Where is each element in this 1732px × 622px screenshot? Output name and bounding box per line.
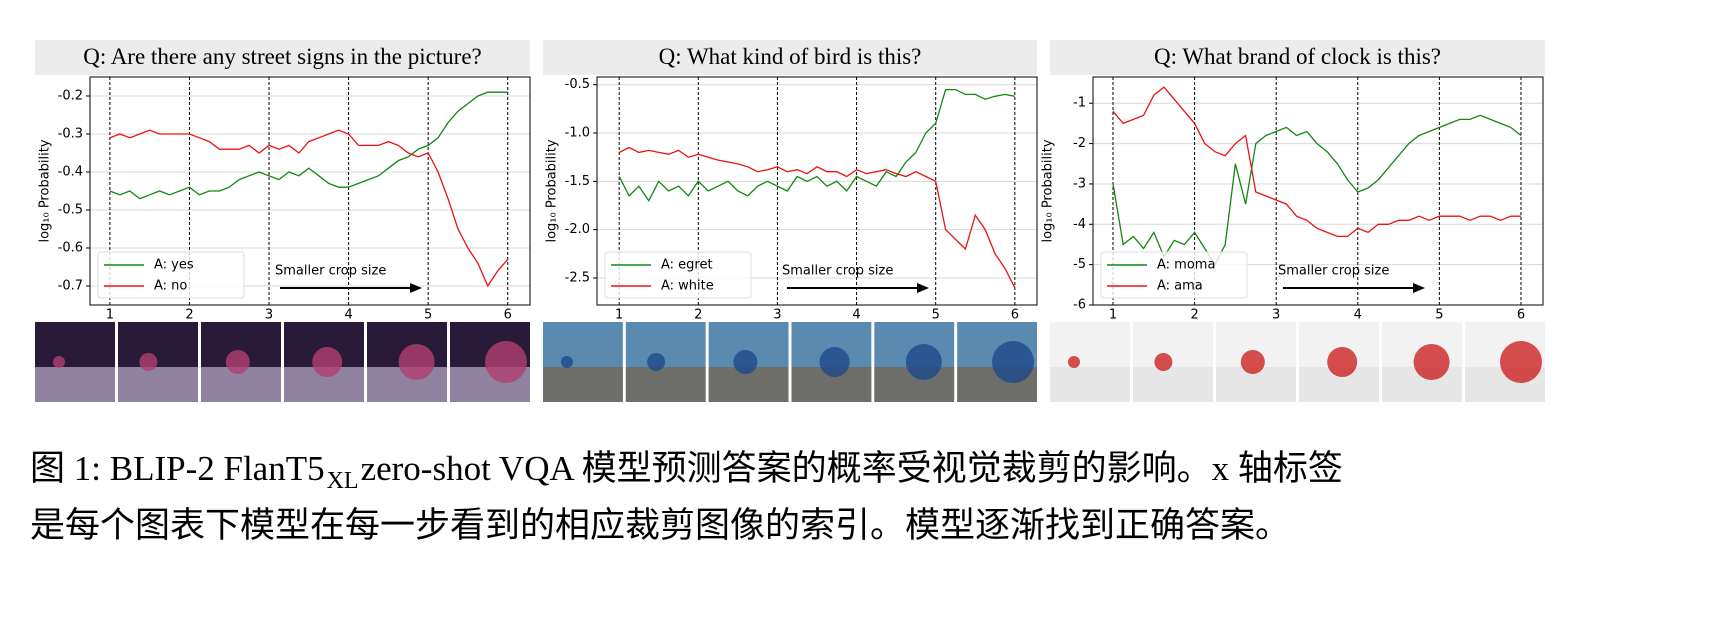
x-tick-label: 1: [615, 308, 623, 323]
x-tick-label: 6: [1011, 308, 1019, 323]
y-axis-label: log₁₀ Probability: [545, 139, 560, 242]
y-tick-label: -6: [1073, 298, 1086, 313]
y-tick-label: -1.0: [565, 126, 590, 141]
caption-prefix: 图 1: BLIP-2 FlanT5: [30, 449, 325, 488]
thumbnail-detail: [1413, 344, 1450, 380]
plot-frame: [1092, 76, 1544, 306]
y-axis-label: log₁₀ Probability: [1041, 139, 1056, 242]
title-box: [35, 40, 530, 75]
annotation: Smaller crop size: [1278, 264, 1389, 279]
x-tick-label: 2: [185, 308, 193, 323]
y-tick-label: -5: [1073, 257, 1086, 272]
legend-label: A: egret: [661, 258, 713, 273]
thumbnail-detail: [1154, 353, 1173, 371]
y-axis-label: log₁₀ Probability: [38, 139, 53, 242]
x-tick-label: 3: [773, 308, 781, 323]
thumbnail-detail: [398, 344, 435, 380]
x-tick-label: 4: [344, 308, 352, 323]
thumbnail-detail: [1500, 341, 1542, 383]
x-tick-label: 6: [1517, 308, 1525, 323]
chart-title: Q: What kind of bird is this?: [659, 44, 922, 69]
thumbnail-detail: [139, 353, 158, 371]
annotation-arrowhead: [410, 283, 422, 293]
caption-text: 是每个图表下模型在每一步看到的相应裁剪图像的索引。模型逐渐找到正确答案。: [30, 506, 1290, 545]
plot-frame: [596, 76, 1038, 306]
y-tick-label: -0.5: [58, 203, 83, 218]
data-line: [1112, 86, 1521, 238]
y-tick-label: -0.6: [58, 241, 83, 256]
y-tick-label: -4: [1073, 217, 1086, 232]
thumbnail-detail: [992, 341, 1035, 383]
title-box: [1050, 40, 1545, 75]
title-box: [543, 40, 1037, 75]
thumbnail-detail: [560, 356, 573, 368]
legend-label: A: ama: [1157, 279, 1203, 294]
thumbnail-detail: [1133, 367, 1213, 402]
y-tick-label: -3: [1073, 176, 1086, 191]
legend-label: A: moma: [1157, 258, 1215, 273]
y-tick-label: -1: [1073, 96, 1086, 111]
thumbnail-detail: [1327, 347, 1358, 377]
y-tick-label: -0.2: [58, 89, 83, 104]
chart-title: Q: Are there any street signs in the pic…: [83, 44, 482, 69]
y-tick-label: -2.5: [565, 270, 590, 285]
thumbnail-detail: [53, 356, 65, 368]
thumbnail-detail: [905, 344, 942, 380]
chart-title: Q: What brand of clock is this?: [1154, 44, 1441, 69]
x-tick-label: 2: [1190, 308, 1198, 323]
data-line: [1112, 114, 1522, 266]
y-tick-label: -0.4: [58, 165, 83, 180]
thumbnail-detail: [733, 350, 758, 374]
thumbnail-detail: [625, 367, 706, 402]
x-tick-label: 5: [932, 308, 940, 323]
caption-subscript: XL: [327, 468, 359, 494]
plot-frame: [89, 76, 531, 306]
data-line: [618, 146, 1016, 288]
y-tick-label: -0.5: [565, 77, 590, 92]
x-tick-label: 3: [1272, 308, 1280, 323]
annotation: Smaller crop size: [275, 264, 386, 279]
thumbnail-detail: [819, 347, 850, 377]
thumbnail-detail: [543, 367, 623, 402]
y-tick-label: -2.0: [565, 222, 590, 237]
y-tick-label: -2: [1073, 136, 1086, 151]
x-tick-label: 3: [265, 308, 273, 323]
annotation: Smaller crop size: [782, 264, 893, 279]
x-tick-label: 2: [694, 308, 702, 323]
data-line: [109, 129, 509, 288]
x-tick-label: 1: [1109, 308, 1117, 323]
legend-label: A: yes: [154, 258, 194, 273]
annotation-arrowhead: [1413, 283, 1425, 293]
x-tick-label: 1: [106, 308, 114, 323]
data-line: [109, 91, 508, 200]
legend-label: A: white: [661, 279, 714, 294]
thumbnail-detail: [485, 341, 527, 383]
y-tick-label: -0.3: [58, 127, 83, 142]
y-tick-label: -1.5: [565, 174, 590, 189]
x-tick-label: 6: [504, 308, 512, 323]
thumbnail-detail: [647, 353, 666, 371]
thumbnail-detail: [312, 347, 343, 377]
x-tick-label: 4: [1354, 308, 1362, 323]
y-tick-label: -0.7: [58, 279, 83, 294]
x-tick-label: 5: [1435, 308, 1443, 323]
thumbnail-detail: [225, 350, 250, 374]
caption-text: zero-shot VQA 模型预测答案的概率受视觉裁剪的影响。x 轴标签: [361, 449, 1343, 488]
thumbnail-detail: [118, 367, 198, 402]
thumbnail-detail: [1050, 367, 1130, 402]
thumbnail-detail: [35, 367, 115, 402]
legend-label: A: no: [154, 279, 187, 294]
x-tick-label: 5: [424, 308, 432, 323]
data-line: [618, 88, 1015, 202]
thumbnail-detail: [1068, 356, 1080, 368]
x-tick-label: 4: [852, 308, 860, 323]
annotation-arrowhead: [917, 283, 929, 293]
thumbnail-detail: [1240, 350, 1265, 374]
